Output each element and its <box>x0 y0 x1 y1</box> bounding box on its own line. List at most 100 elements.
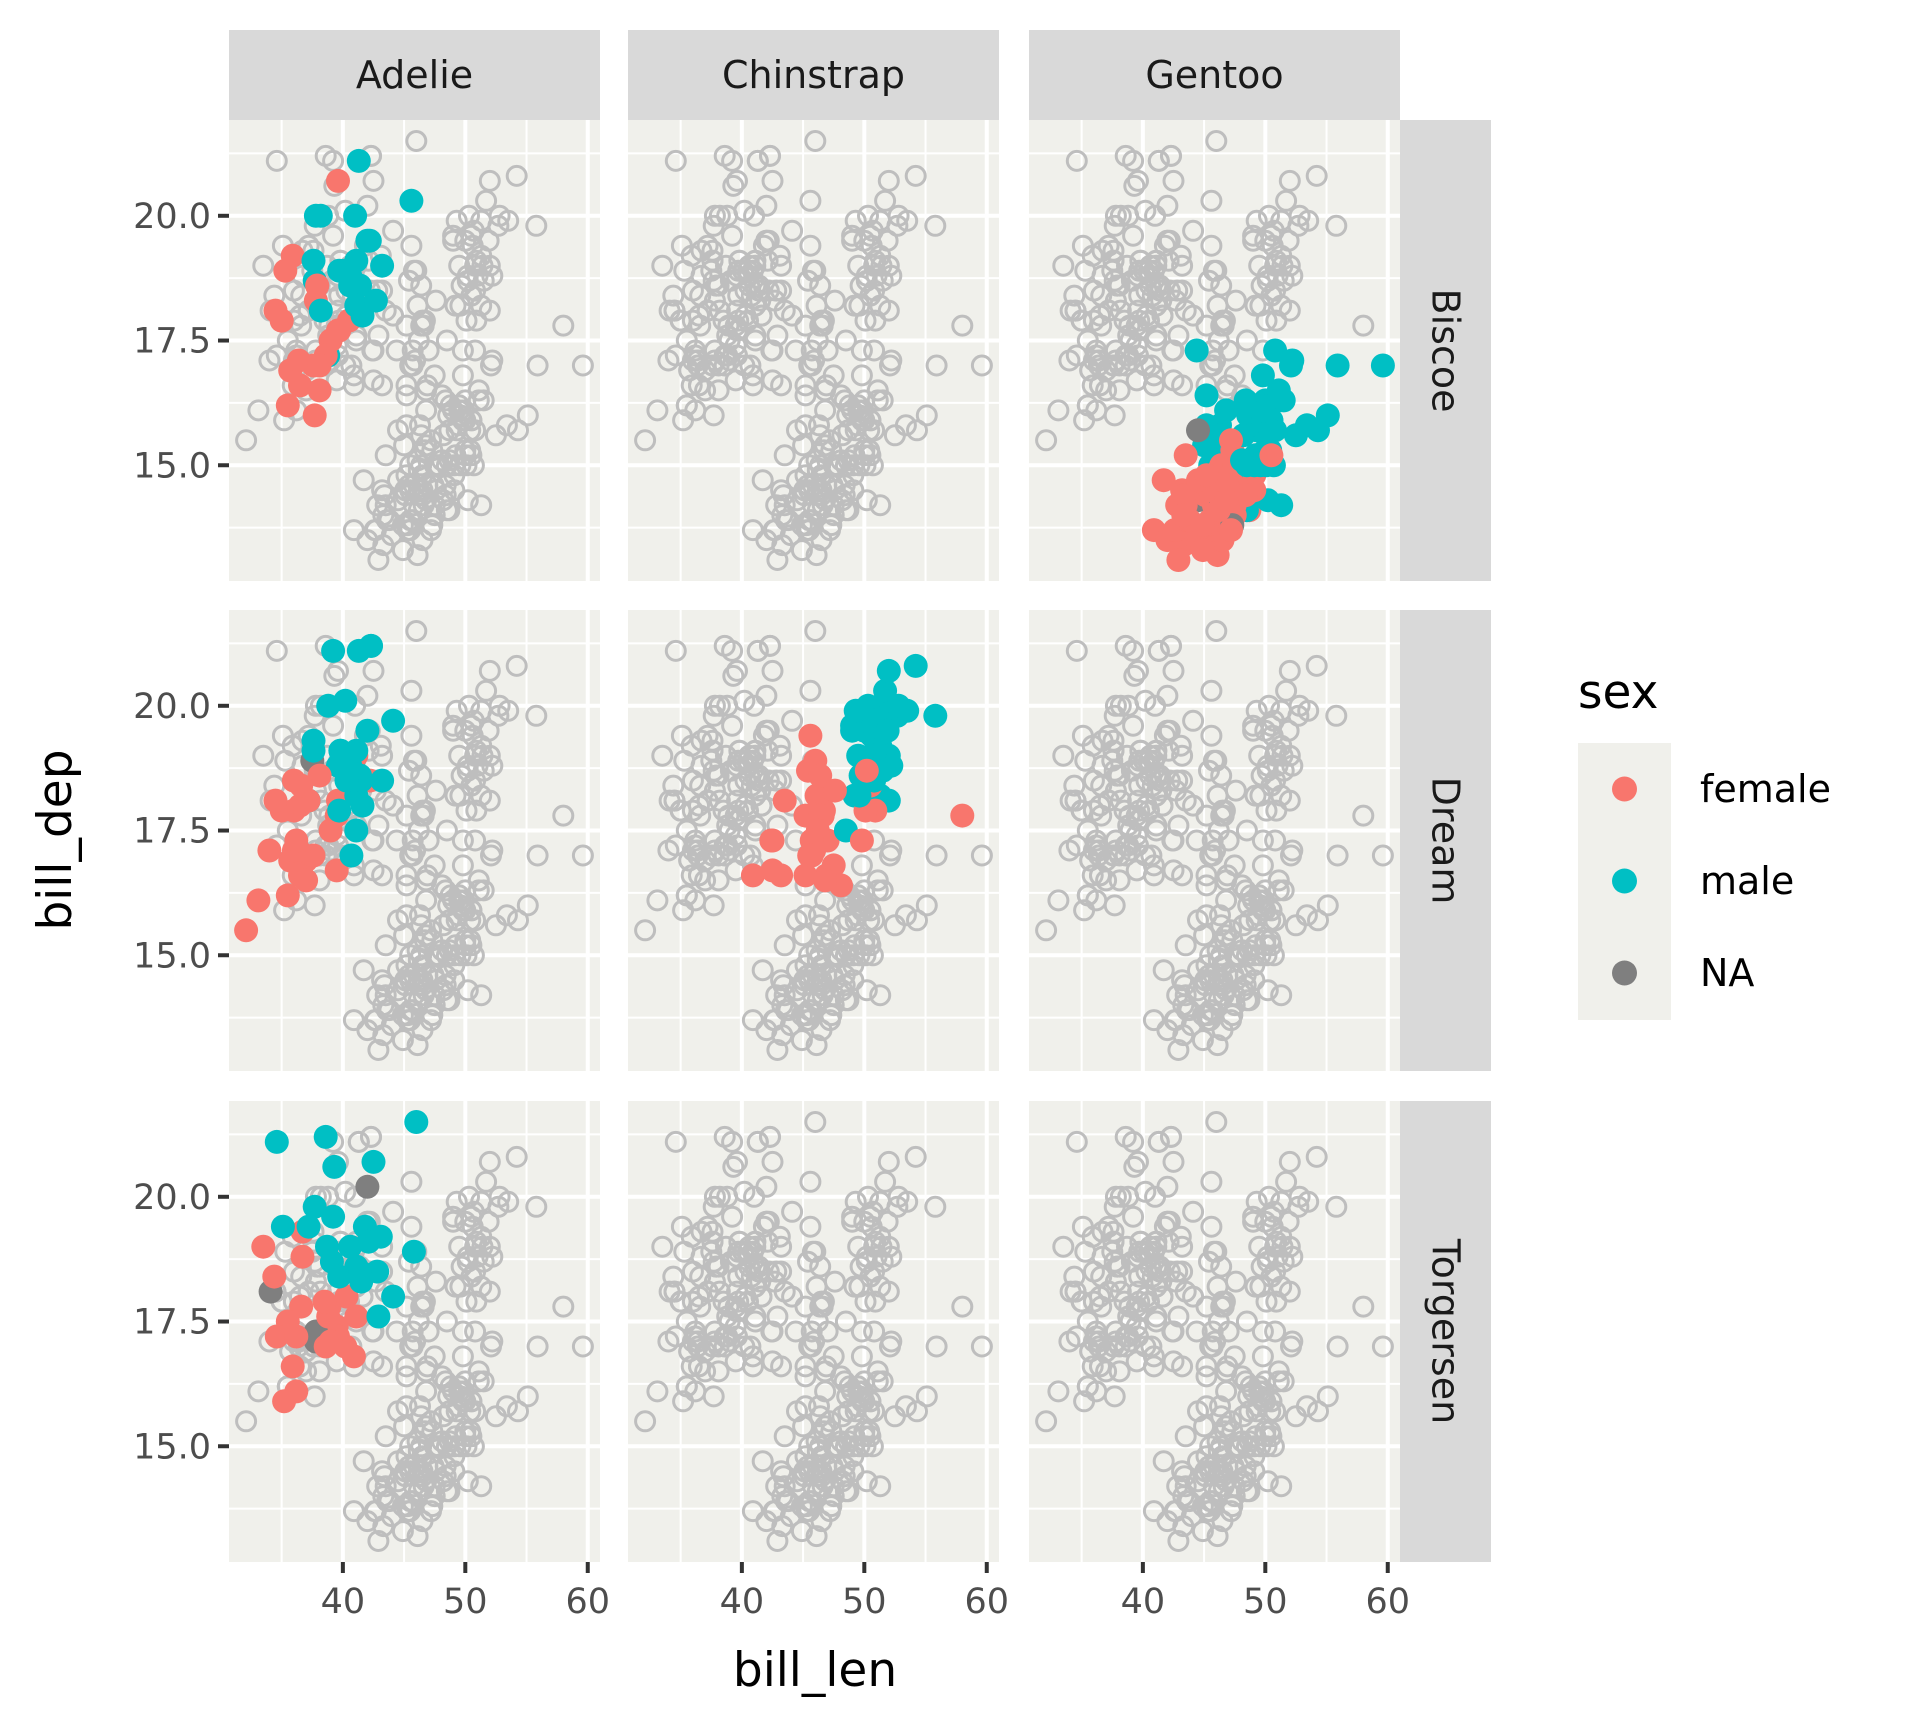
background-point <box>1253 889 1276 912</box>
data-point-male <box>401 1239 426 1264</box>
background-point <box>852 889 875 912</box>
background-point <box>1326 1335 1349 1358</box>
background-point <box>834 454 857 477</box>
background-point <box>1277 1210 1300 1233</box>
data-point-male <box>381 708 406 733</box>
background-point <box>814 1380 837 1403</box>
background-point <box>1071 1215 1094 1238</box>
background-point <box>395 954 418 977</box>
data-point-female <box>284 1324 309 1349</box>
background-point <box>1352 804 1375 827</box>
background-point <box>1256 759 1279 782</box>
background-point <box>424 1270 447 1293</box>
background-point <box>1156 194 1179 217</box>
background-point <box>1371 844 1394 867</box>
data-point-female <box>305 273 330 298</box>
background-point <box>495 1395 518 1418</box>
background-point <box>420 519 442 542</box>
background-point <box>395 374 418 397</box>
panel-adelie-biscoe <box>229 120 600 581</box>
background-point <box>1145 764 1168 787</box>
background-point <box>951 1295 974 1318</box>
background-point <box>1091 1220 1114 1243</box>
background-point <box>690 1245 713 1268</box>
legend-entry-female: female <box>1612 767 1831 811</box>
background-point <box>247 399 270 422</box>
background-point <box>395 1355 418 1378</box>
background-point <box>850 1320 873 1343</box>
background-point <box>1232 914 1255 937</box>
background-point <box>1275 1170 1298 1193</box>
data-point-male <box>346 148 371 173</box>
background-point <box>1052 1235 1075 1258</box>
x-tick-label: 40 <box>321 1582 366 1622</box>
background-point <box>819 1009 841 1032</box>
background-point <box>707 844 730 867</box>
background-point <box>752 1215 775 1238</box>
panel-gentoo-torgersen <box>1029 1101 1400 1562</box>
background-point <box>915 404 938 427</box>
background-point <box>834 1435 857 1458</box>
background-point <box>449 1275 472 1298</box>
background-point <box>690 264 713 287</box>
background-point <box>1117 324 1140 347</box>
background-point <box>1281 1330 1304 1353</box>
background-point <box>400 679 423 702</box>
background-point <box>688 864 710 887</box>
background-point <box>1151 794 1174 817</box>
background-point <box>838 394 861 417</box>
background-point <box>235 1410 258 1433</box>
background-point <box>1182 709 1205 732</box>
data-point-female <box>772 788 797 813</box>
background-point <box>1047 1380 1070 1403</box>
background-point <box>707 1360 730 1383</box>
background-point <box>794 464 817 487</box>
background-point <box>880 1330 903 1353</box>
background-point <box>1108 1335 1131 1358</box>
background-point <box>374 934 397 957</box>
background-point <box>1104 829 1127 852</box>
background-point <box>382 1200 405 1223</box>
background-point <box>1220 1410 1242 1433</box>
background-point <box>453 399 476 422</box>
background-point <box>823 289 846 312</box>
background-point <box>1295 1395 1318 1418</box>
background-point <box>702 214 725 237</box>
background-point <box>420 1410 442 1433</box>
background-point <box>442 224 465 247</box>
background-point <box>748 769 770 792</box>
background-point <box>859 934 882 957</box>
x-tick-label: 50 <box>842 1582 887 1622</box>
background-point <box>694 869 717 892</box>
background-point <box>406 1034 429 1057</box>
background-point <box>809 1435 832 1458</box>
data-point-female <box>1259 443 1284 468</box>
background-point <box>703 339 726 362</box>
background-point <box>1134 354 1157 377</box>
background-point <box>456 1250 479 1273</box>
data-point-male <box>338 1234 363 1259</box>
background-point <box>1215 1380 1238 1403</box>
data-point-female <box>1233 483 1258 508</box>
data-point-male <box>301 248 326 273</box>
background-point <box>415 1380 438 1403</box>
background-point <box>805 1034 828 1057</box>
data-point-female <box>793 863 818 888</box>
data-point-female <box>1190 538 1215 563</box>
data-point-female <box>318 818 343 843</box>
background-point <box>857 1185 879 1208</box>
background-point <box>722 664 745 687</box>
background-point <box>634 429 657 452</box>
data-point-male <box>327 798 352 823</box>
background-point <box>458 204 480 227</box>
data-point-female <box>234 918 259 943</box>
data-point-male <box>1258 418 1283 443</box>
data-point-female <box>327 318 352 343</box>
background-point <box>703 829 726 852</box>
background-point <box>424 779 447 802</box>
background-point <box>1149 279 1171 302</box>
background-point <box>1162 1320 1185 1343</box>
background-point <box>525 1195 548 1218</box>
background-point <box>1272 1370 1295 1393</box>
background-point <box>1215 1470 1238 1493</box>
